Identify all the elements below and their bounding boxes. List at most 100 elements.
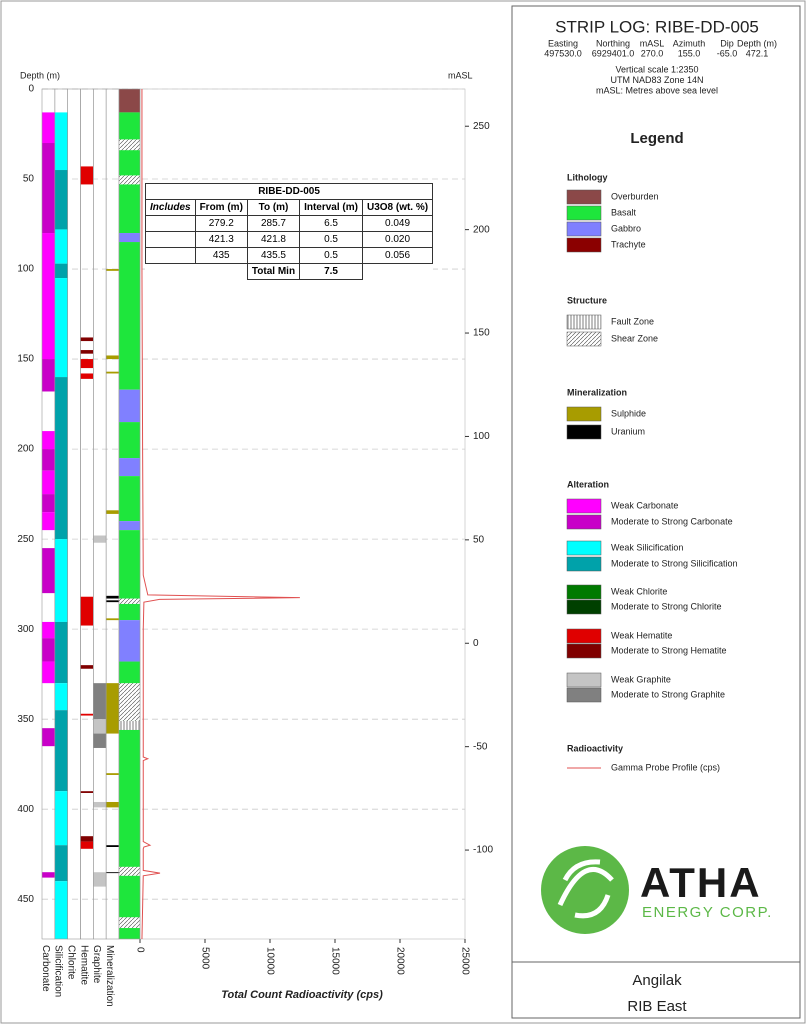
legend-label: Moderate to Strong Chlorite xyxy=(611,601,722,611)
interval xyxy=(42,512,55,531)
legend-label: Moderate to Strong Hematite xyxy=(611,645,727,655)
y-tick-label: 100 xyxy=(17,264,34,275)
y2-tick-label: 150 xyxy=(473,328,490,339)
legend-label: Fault Zone xyxy=(611,316,654,326)
legend-swatch xyxy=(566,189,602,205)
x-tick-label: 5000 xyxy=(199,947,210,970)
y2-tick-label: -50 xyxy=(473,741,488,752)
track-border xyxy=(105,88,120,940)
table-cell xyxy=(145,215,196,232)
footer-text: Angilak xyxy=(632,972,682,989)
table-cell: 0.5 xyxy=(299,231,363,248)
interval xyxy=(54,621,68,684)
legend-swatch xyxy=(566,556,602,572)
legend-label: Moderate to Strong Carbonate xyxy=(611,516,733,526)
table-row: 279.2 285.7 6.5 0.049 xyxy=(145,215,434,232)
table-cell: 0.020 xyxy=(361,231,434,248)
interval xyxy=(54,710,68,792)
interval xyxy=(42,112,55,144)
interval xyxy=(80,713,94,716)
track-label: Graphite xyxy=(91,945,102,984)
legend-label: Sulphide xyxy=(611,408,646,418)
side-panel xyxy=(511,5,801,1019)
legend-label: Moderate to Strong Silicification xyxy=(611,558,738,568)
x-tick-label: 15000 xyxy=(329,947,340,975)
legend-swatch xyxy=(566,314,602,330)
interval xyxy=(80,350,94,354)
structure xyxy=(119,917,140,929)
interval xyxy=(54,278,68,378)
interval xyxy=(106,269,119,271)
collar-value: -65.0 xyxy=(717,48,738,58)
track-label: Hematite xyxy=(78,945,89,985)
table-cell: 279.2 xyxy=(194,215,248,232)
y-tick-label: 150 xyxy=(17,354,34,365)
legend-swatch xyxy=(566,424,602,440)
interval xyxy=(93,535,107,543)
interval xyxy=(54,845,68,882)
collar-value: 472.1 xyxy=(746,48,769,58)
note: Vertical scale 1:2350 xyxy=(615,64,698,74)
legend-label: Weak Chlorite xyxy=(611,586,667,596)
interval xyxy=(106,801,119,808)
table-cell: 6.5 xyxy=(299,215,363,232)
table-cell xyxy=(145,231,196,248)
interval xyxy=(106,683,119,734)
interval xyxy=(54,377,68,540)
interval xyxy=(106,371,119,374)
y-axis-label: Depth (m) xyxy=(20,70,60,80)
collar-label: Dip xyxy=(720,38,734,48)
lithology xyxy=(119,233,140,243)
y2-tick-label: 50 xyxy=(473,534,485,545)
interval xyxy=(54,112,68,171)
interval xyxy=(80,596,94,626)
table-cell: 0.056 xyxy=(361,247,434,264)
interval xyxy=(80,791,94,793)
interval xyxy=(42,728,55,747)
footer-text: RIB East xyxy=(627,998,687,1015)
y-tick-label: 200 xyxy=(17,444,34,455)
interval xyxy=(80,166,94,185)
table-cell xyxy=(195,264,247,280)
track-label: Chlorite xyxy=(65,945,76,980)
collar-label: Easting xyxy=(548,38,578,48)
interval xyxy=(106,773,119,775)
x-tick-label: 10000 xyxy=(264,947,275,975)
interval xyxy=(54,170,68,230)
interval xyxy=(42,359,55,392)
structure xyxy=(119,598,140,604)
lithology xyxy=(119,89,140,113)
y-tick-label: 450 xyxy=(17,894,34,905)
table-cell xyxy=(146,264,196,280)
collar-label: Azimuth xyxy=(673,38,706,48)
track-label: Carbonate xyxy=(40,945,51,992)
legend-label: Shear Zone xyxy=(611,333,658,343)
interval xyxy=(42,661,55,684)
track-border xyxy=(67,88,81,940)
x-axis-label: Total Count Radioactivity (cps) xyxy=(221,989,383,1001)
structure xyxy=(119,866,140,876)
legend-section-title: Radioactivity xyxy=(567,743,623,753)
table-row: 421.3 421.8 0.5 0.020 xyxy=(145,231,434,248)
y2-tick-label: 0 xyxy=(473,638,479,649)
interval xyxy=(106,872,119,874)
legend-swatch xyxy=(566,540,602,556)
interval xyxy=(80,841,94,849)
table-cell: Total Min xyxy=(246,263,301,280)
y-tick-label: 350 xyxy=(17,714,34,725)
legend-label: Weak Silicification xyxy=(611,542,683,552)
table-row: RIBE-DD-005 xyxy=(144,183,434,200)
logo-name: ATHA xyxy=(640,859,762,906)
table-cell: 435.5 xyxy=(246,247,301,264)
y2-tick-label: 200 xyxy=(473,224,490,235)
legend-label: Gabbro xyxy=(611,223,641,233)
structure xyxy=(119,720,140,730)
interval xyxy=(93,683,107,720)
interval xyxy=(106,845,119,847)
y2-tick-label: 250 xyxy=(473,121,490,132)
legend-label: Weak Hematite xyxy=(611,630,672,640)
table-cell: 0.049 xyxy=(361,215,434,232)
collar-label: Depth (m) xyxy=(737,38,777,48)
legend-label: Weak Graphite xyxy=(611,674,671,684)
interval xyxy=(80,359,94,369)
